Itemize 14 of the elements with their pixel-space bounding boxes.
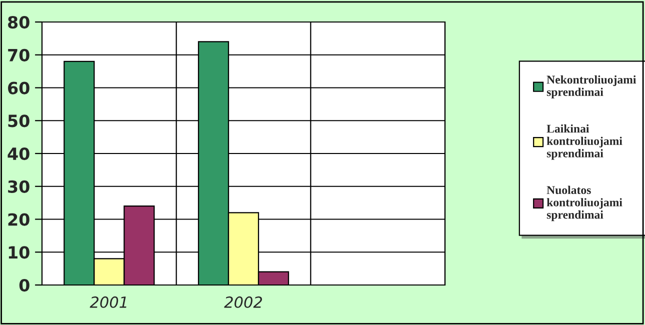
- y-tick-label: 80: [8, 16, 30, 29]
- y-tick-label: 0: [19, 278, 30, 292]
- y-tick-label: 20: [8, 213, 30, 226]
- x-tick-label: 2001: [90, 296, 126, 308]
- y-tick-label: 40: [8, 147, 30, 160]
- legend-label: Laikinai kontroliuojami sprendimai: [546, 124, 622, 160]
- legend-label: Nekontroliuojami sprendimai: [546, 75, 636, 98]
- y-tick-label: 10: [8, 246, 30, 259]
- y-tick-label: 70: [8, 48, 30, 62]
- x-tick-label: 2002: [224, 296, 262, 308]
- legend-label: Nuolatos kontroliuojami sprendimai: [546, 186, 622, 222]
- y-tick-label: 50: [8, 114, 30, 128]
- y-tick-label: 30: [8, 180, 30, 193]
- y-tick-label: 60: [8, 82, 30, 94]
